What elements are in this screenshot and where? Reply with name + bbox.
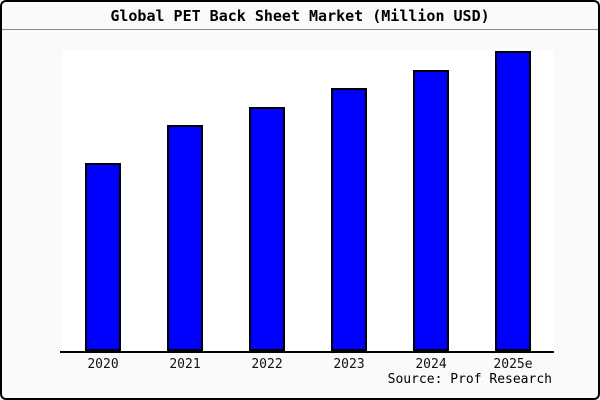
bar-2025e xyxy=(495,51,531,351)
x-tick-label-2022: 2022 xyxy=(251,357,283,372)
x-tick-label-2023: 2023 xyxy=(333,357,365,372)
bar-2020 xyxy=(85,163,121,351)
title-divider xyxy=(2,29,598,30)
source-credit: Source: Prof Research xyxy=(387,372,552,387)
x-tick-label-2025e: 2025e xyxy=(493,357,533,372)
bar-2024 xyxy=(413,70,449,351)
x-tick-label-2020: 2020 xyxy=(87,357,119,372)
bars-container xyxy=(62,51,554,351)
plot-area xyxy=(62,51,554,352)
x-axis-line xyxy=(60,351,554,353)
x-tick-label-2021: 2021 xyxy=(169,357,201,372)
x-tick-label-2024: 2024 xyxy=(415,357,447,372)
x-axis-labels: 2020 2021 2022 2023 2024 2025e xyxy=(2,357,598,373)
chart-title: Global PET Back Sheet Market (Million US… xyxy=(110,7,490,25)
bar-2022 xyxy=(249,107,285,351)
bar-2021 xyxy=(167,125,203,351)
bar-2023 xyxy=(331,88,367,351)
